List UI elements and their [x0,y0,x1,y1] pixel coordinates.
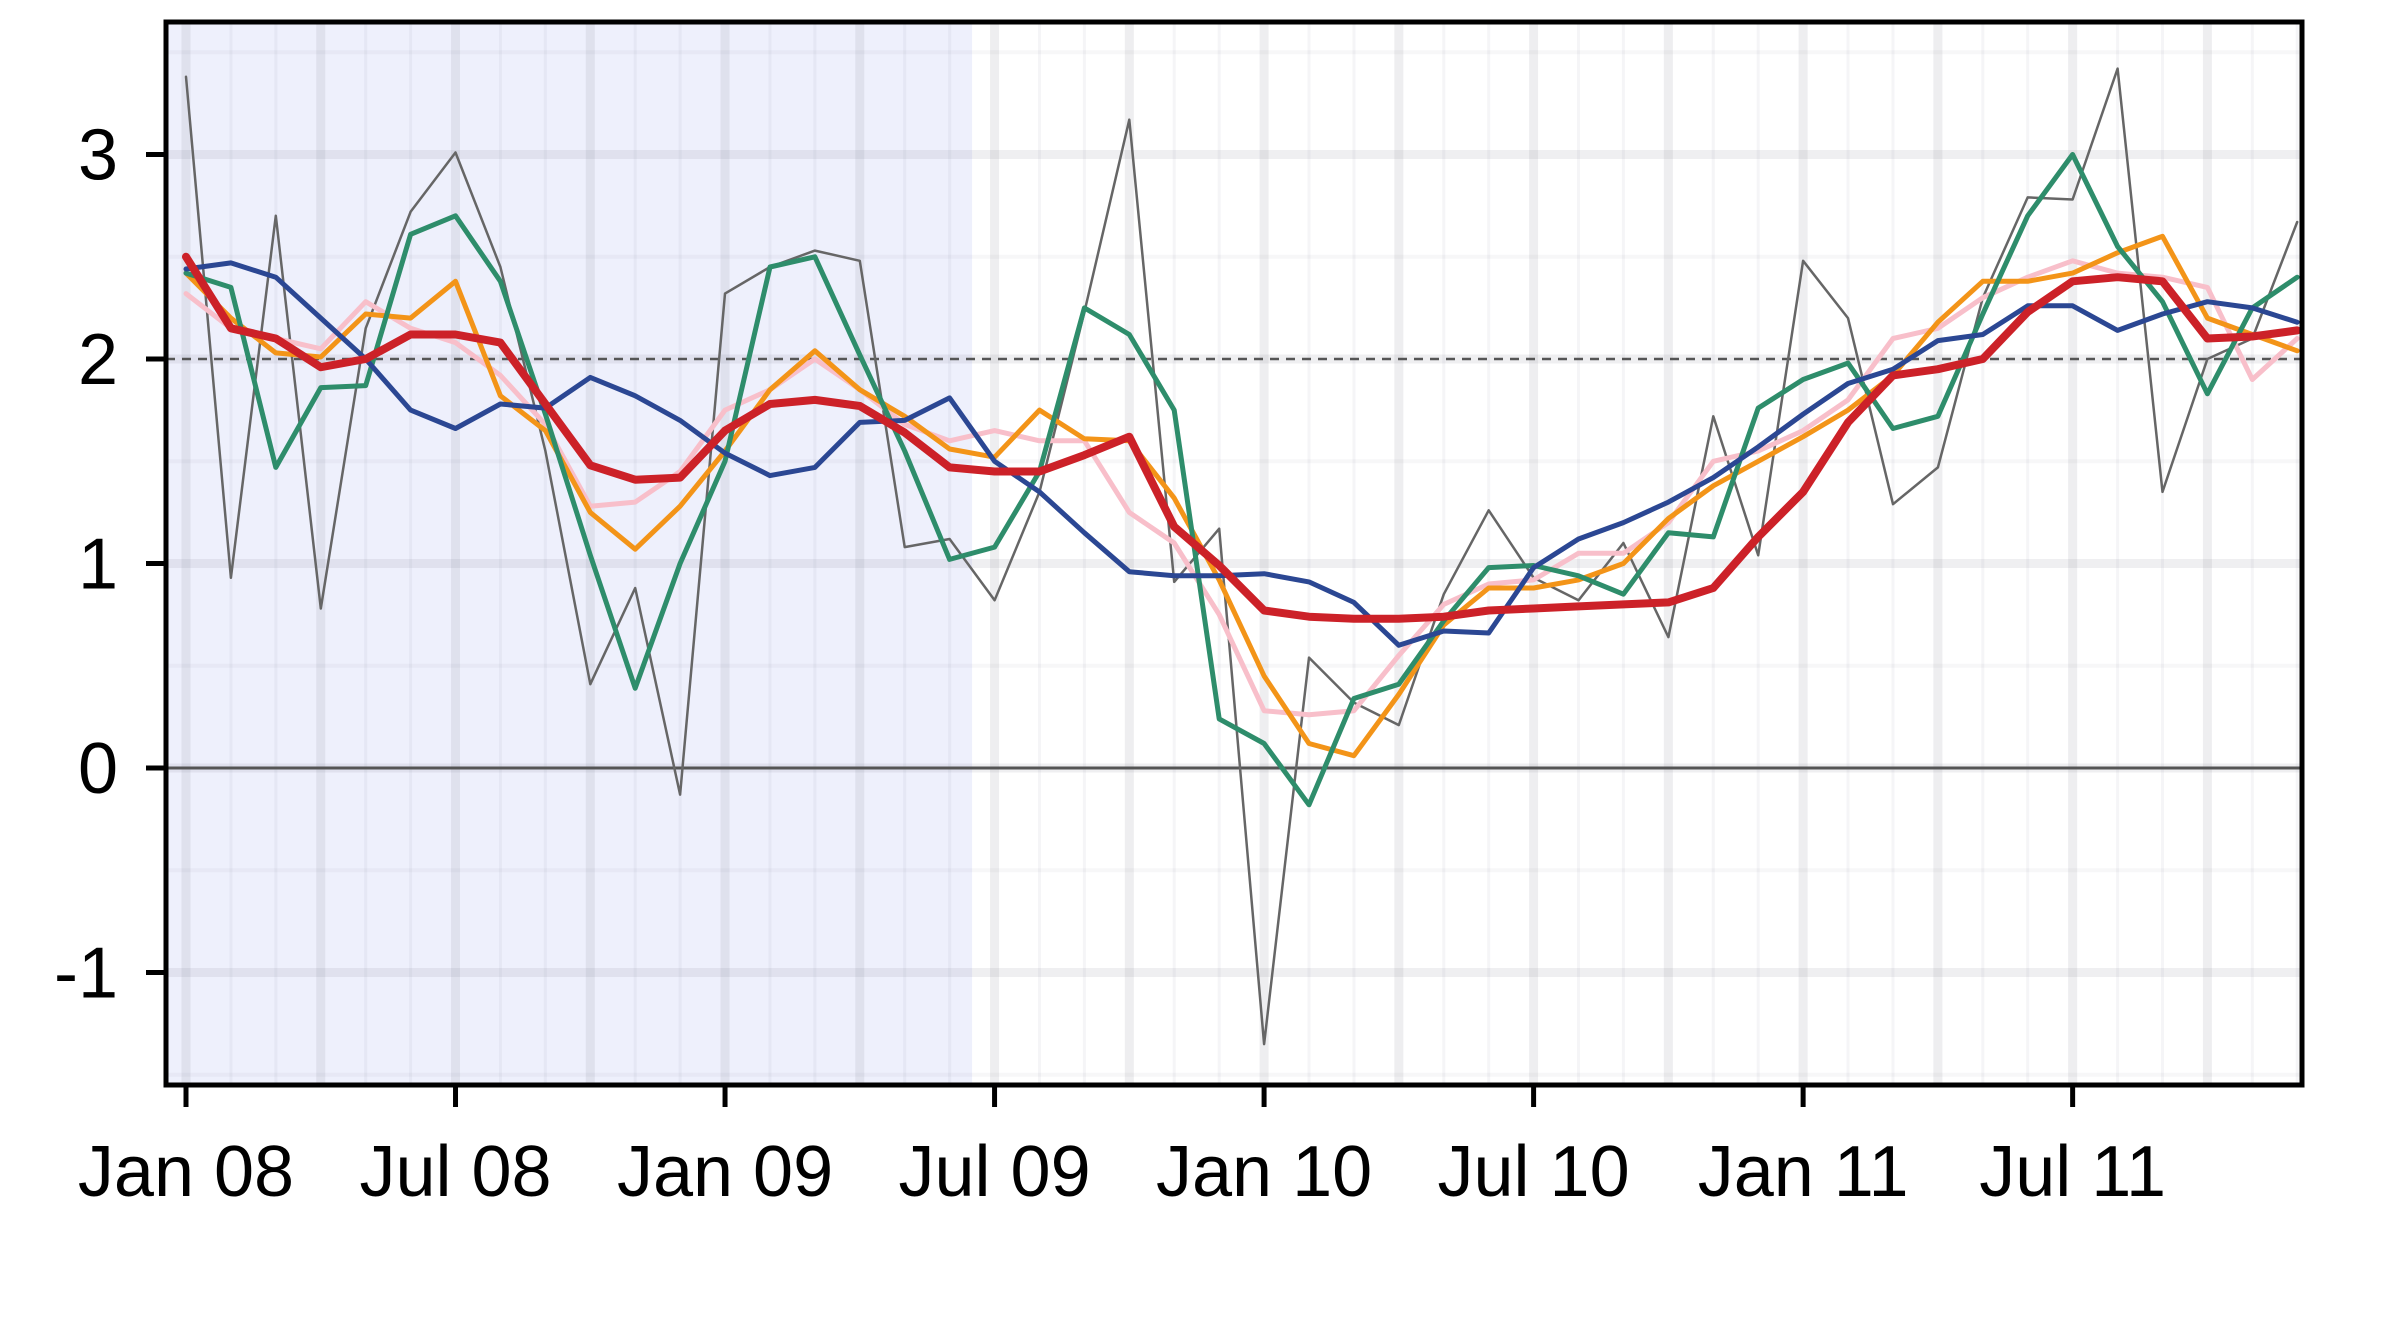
series-line-1 [184,67,2299,1046]
chart-grid [166,22,2302,1085]
x-tick-label: Jan 10 [1156,1132,1372,1212]
shaded-period [166,22,973,1085]
x-tick-label: Jul 11 [1979,1132,2166,1212]
y-tick-label: 1 [78,525,118,605]
y-tick-label: 0 [78,729,118,809]
series-line-3 [183,233,2300,759]
x-tick-label: Jul 10 [1438,1132,1630,1212]
series-line-5 [183,260,2300,648]
x-tick-label: Jul 09 [898,1132,1090,1212]
axes: -1 0 1 2 3 Jan 08 Jul 08 Jan 09 Jul 09 Jan 10 Jul … [54,116,2166,1213]
series-line-2 [183,258,2300,718]
x-tick-label: Jan 08 [78,1132,294,1212]
x-tick-label: Jan 11 [1698,1132,1909,1212]
x-tick-label: Jul 08 [359,1132,551,1212]
x-tick-label: Jan 09 [617,1132,833,1212]
y-tick-label: -1 [54,934,118,1014]
y-tick-label: 3 [78,116,118,196]
series-lines [182,67,2302,1046]
plot-frame [163,19,2305,1088]
y-tick-label: 2 [78,320,118,400]
chart-background [166,22,973,1085]
series-line-6 [182,252,2302,623]
